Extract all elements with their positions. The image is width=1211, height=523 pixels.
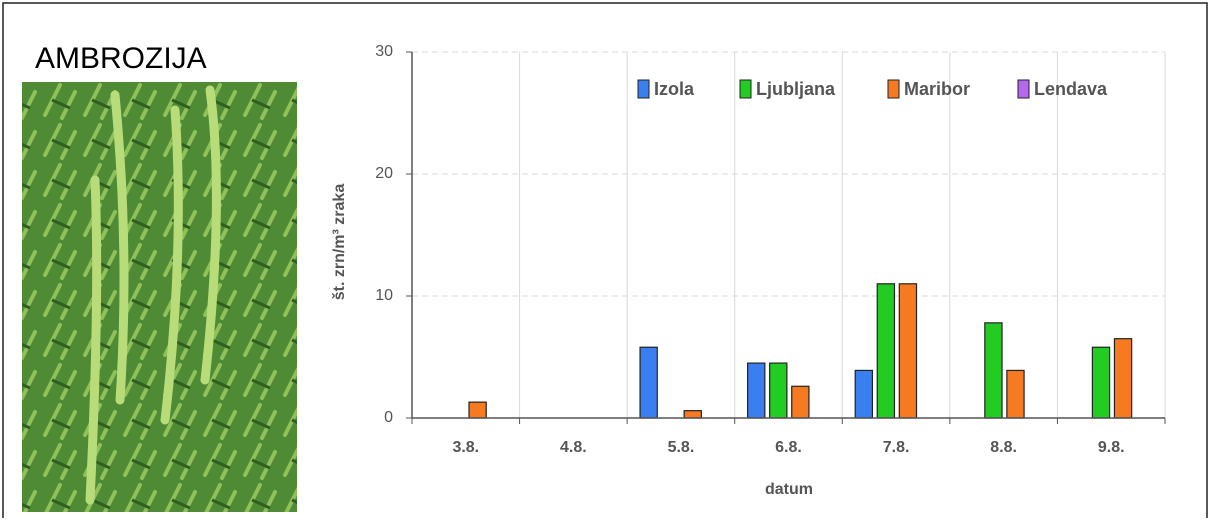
x-tick-label: 7.8. <box>883 439 910 456</box>
x-tick-label: 5.8. <box>668 439 695 456</box>
bar <box>876 283 896 419</box>
bar <box>791 385 810 419</box>
bar <box>1113 338 1133 419</box>
heading: AMBROZIJA <box>35 42 207 75</box>
legend-swatch <box>1017 79 1030 99</box>
legend-label: Maribor <box>904 79 970 99</box>
legend-swatch <box>637 79 650 99</box>
legend-label: Lendava <box>1034 79 1108 99</box>
x-tick-label: 4.8. <box>560 439 587 456</box>
bar <box>747 362 766 419</box>
y-tick-label: 10 <box>375 287 393 304</box>
y-axis-title: št. zrn/m³ zraka <box>331 184 348 301</box>
bar <box>468 401 487 419</box>
bar <box>898 283 918 419</box>
bar <box>1091 346 1111 419</box>
bar <box>854 369 874 419</box>
bar <box>683 410 702 419</box>
y-tick-label: 30 <box>375 43 393 60</box>
bar <box>984 322 1003 419</box>
x-tick-label: 9.8. <box>1098 439 1125 456</box>
bar <box>769 362 788 419</box>
y-tick-label: 20 <box>375 165 393 182</box>
bar <box>639 346 658 419</box>
x-tick-label: 8.8. <box>990 439 1017 456</box>
x-tick-label: 6.8. <box>775 439 802 456</box>
legend-swatch <box>739 79 752 99</box>
legend-label: Izola <box>654 79 695 99</box>
x-axis-title: datum <box>765 481 813 498</box>
photo <box>22 82 297 512</box>
y-tick-label: 0 <box>384 409 393 426</box>
bar <box>1006 369 1025 419</box>
legend-swatch <box>887 79 900 99</box>
legend-label: Ljubljana <box>756 79 836 99</box>
x-tick-label: 3.8. <box>452 439 479 456</box>
